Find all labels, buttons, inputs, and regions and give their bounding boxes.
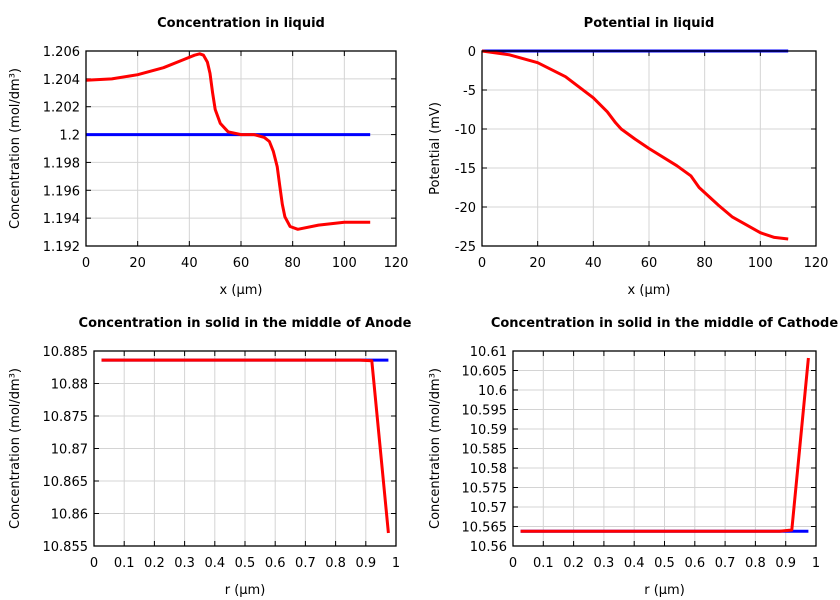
plot-frame <box>85 50 397 247</box>
y-tick-label: 10.865 <box>43 475 89 490</box>
x-tick-label: 1 <box>392 556 400 571</box>
x-tick-label: 0.7 <box>715 556 736 571</box>
x-tick-label: 0.4 <box>624 556 645 571</box>
x-tick-label: 20 <box>129 256 146 271</box>
x-tick-label: 0.9 <box>355 556 376 571</box>
red-series-line <box>481 49 789 241</box>
chart-title: Concentration in solid in the middle of … <box>79 316 412 331</box>
x-tick-label: 40 <box>585 256 602 271</box>
x-axis-label: x (µm) <box>628 283 671 298</box>
x-tick-label: 100 <box>748 256 773 271</box>
y-tick-label: 10.6 <box>478 384 507 399</box>
x-tick-label: 0.1 <box>114 556 135 571</box>
red-series-line <box>101 358 390 534</box>
x-tick-label: 1 <box>812 556 820 571</box>
x-tick-label: 0.9 <box>775 556 796 571</box>
x-tick-label: 0.7 <box>295 556 316 571</box>
y-tick-label: 1.192 <box>43 240 80 255</box>
y-tick-label: -5 <box>463 84 476 99</box>
x-tick-label: 120 <box>804 256 829 271</box>
x-tick-label: 0.1 <box>533 556 554 571</box>
x-tick-label: 0.2 <box>563 556 584 571</box>
x-tick-label: 80 <box>284 256 301 271</box>
y-tick-label: 1.196 <box>43 184 80 199</box>
x-tick-label: 0 <box>90 556 98 571</box>
liquid-concentration-chart: 0 20 40 60 80 100 120 1.192 1.194 1.196 1.198 1.2 1.… <box>8 16 408 298</box>
x-tick-label: 0.8 <box>325 556 346 571</box>
plot-frame <box>93 350 397 547</box>
x-axis-label: r (µm) <box>225 583 266 598</box>
red-series-line <box>85 52 371 231</box>
y-tick-label: 10.605 <box>462 365 508 380</box>
plot-frame <box>512 350 817 547</box>
chart-title: Concentration in liquid <box>157 16 325 31</box>
y-tick-label: -25 <box>455 240 476 255</box>
y-axis-label: Concentration (mol/dm³) <box>8 368 23 529</box>
x-tick-label: 60 <box>233 256 250 271</box>
y-tick-label: 1.198 <box>43 156 80 171</box>
chart-title: Concentration in solid in the middle of … <box>491 316 839 331</box>
x-tick-label: 0 <box>82 256 90 271</box>
x-tick-label: 120 <box>384 256 409 271</box>
x-tick-label: 0.8 <box>745 556 766 571</box>
x-tick-label: 80 <box>696 256 713 271</box>
y-tick-label: -10 <box>455 123 476 138</box>
y-axis-label: Concentration (mol/dm³) <box>428 368 443 529</box>
x-tick-label: 0.6 <box>265 556 286 571</box>
y-axis-label: Concentration (mol/dm³) <box>8 68 23 229</box>
y-axis-label: Potential (mV) <box>428 102 443 195</box>
y-tick-label: 10.585 <box>462 443 508 458</box>
y-tick-label: 10.875 <box>43 410 89 425</box>
red-series-line <box>520 357 810 533</box>
y-tick-label: 1.2 <box>59 129 80 144</box>
y-tick-label: -15 <box>455 162 476 177</box>
y-tick-label: 1.206 <box>43 45 80 60</box>
y-tick-label: 10.61 <box>470 345 507 360</box>
y-tick-label: 10.57 <box>470 501 507 516</box>
x-tick-label: 100 <box>332 256 357 271</box>
anode-solid-concentration-chart: 0 0.1 0.2 0.3 0.4 0.5 0.6 0.7 0.8 0.9 1 10.855 10.86… <box>8 316 412 598</box>
plot-frame <box>481 50 817 247</box>
y-tick-label: 10.885 <box>43 345 89 360</box>
x-tick-label: 0 <box>509 556 517 571</box>
x-tick-label: 0.5 <box>235 556 256 571</box>
y-tick-label: 0 <box>468 45 476 60</box>
y-tick-label: 10.855 <box>43 540 89 555</box>
chart-title: Potential in liquid <box>584 16 715 31</box>
y-tick-label: 1.202 <box>43 101 80 116</box>
y-tick-label: 10.87 <box>51 443 88 458</box>
liquid-potential-chart: 0 20 40 60 80 100 120 -25 -20 -15 -10 -5 0 Potential … <box>428 16 828 298</box>
y-tick-label: 10.58 <box>470 462 507 477</box>
x-tick-label: 0.4 <box>204 556 225 571</box>
x-axis-label: x (µm) <box>220 283 263 298</box>
y-tick-label: 10.565 <box>462 521 508 536</box>
y-tick-label: 10.575 <box>462 482 508 497</box>
cathode-solid-concentration-chart: 0 0.1 0.2 0.3 0.4 0.5 0.6 0.7 0.8 0.9 1 10.56 10.565… <box>428 316 838 598</box>
x-tick-label: 0 <box>478 256 486 271</box>
x-tick-label: 40 <box>181 256 198 271</box>
x-tick-label: 0.5 <box>654 556 675 571</box>
y-tick-label: 10.88 <box>51 378 88 393</box>
y-tick-label: -20 <box>455 201 476 216</box>
x-tick-label: 0.3 <box>594 556 615 571</box>
x-tick-label: 0.2 <box>144 556 165 571</box>
x-axis-label: r (µm) <box>644 583 685 598</box>
x-tick-label: 20 <box>529 256 546 271</box>
y-tick-label: 10.56 <box>470 540 507 555</box>
x-tick-label: 0.6 <box>684 556 705 571</box>
x-tick-label: 60 <box>641 256 658 271</box>
y-tick-label: 1.204 <box>43 73 80 88</box>
y-tick-label: 1.194 <box>43 212 80 227</box>
y-tick-label: 10.86 <box>51 508 88 523</box>
y-tick-label: 10.595 <box>462 404 508 419</box>
y-tick-label: 10.59 <box>470 423 507 438</box>
x-tick-label: 0.3 <box>174 556 195 571</box>
